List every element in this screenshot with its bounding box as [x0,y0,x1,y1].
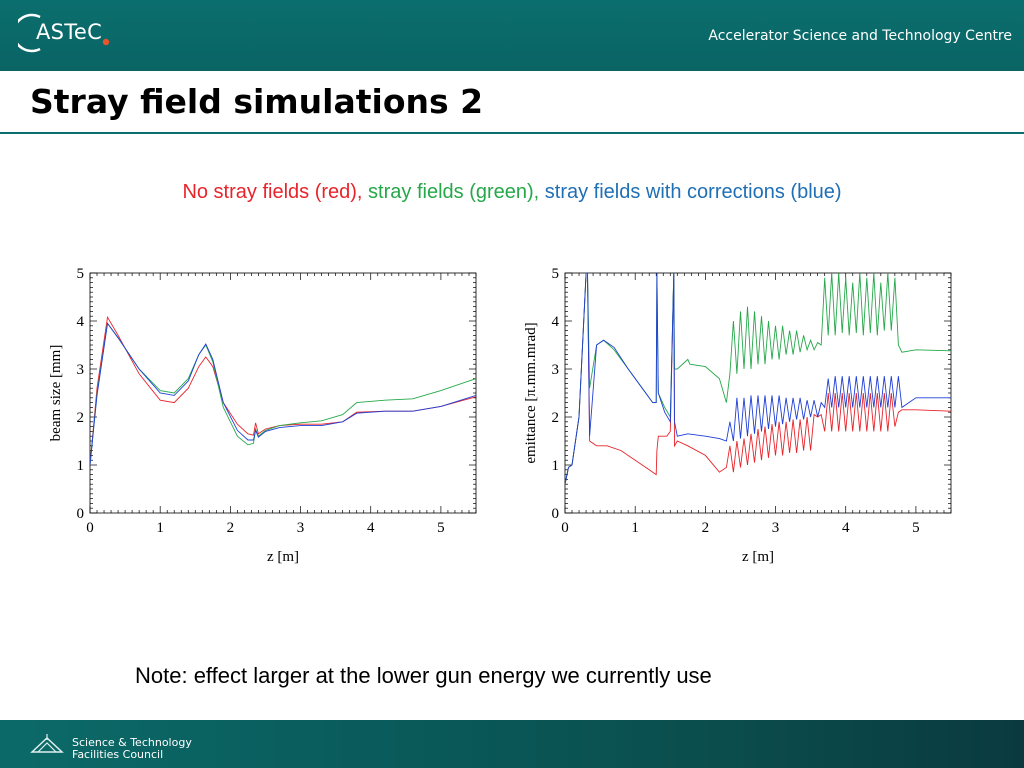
title-divider [0,132,1024,134]
beam-size-chart: 0 1 2 3 4 5 0 1 2 3 4 5 z [m] beam size [mm] [48,266,477,565]
centre-name: Accelerator Science and Technology Centr… [708,28,1012,44]
y-tick-label: 3 [552,362,560,378]
series-line-1 [90,322,476,466]
y-axis-label: beam size [mm] [48,345,64,442]
y-tick-label: 2 [552,410,560,426]
x-tick-label: 0 [561,520,569,536]
x-tick-label: 5 [912,520,920,536]
series-line-0 [565,273,951,485]
y-tick-label: 5 [77,266,85,282]
footer-line-2: Facilities Council [72,748,164,761]
x-tick-label: 1 [631,520,639,536]
x-tick-label: 3 [297,520,305,536]
x-tick-label: 2 [702,520,710,536]
y-axis-label: emittance [π.mm.mrad] [523,322,539,463]
subtitle-red-text: No stray fields (red), [182,181,369,203]
x-tick-label: 0 [86,520,94,536]
subtitle-green-text: stray fields (green), [368,181,545,203]
footer-text: Science & Technology Facilities Council [72,737,192,761]
y-tick-label: 4 [77,314,85,330]
footer-line-1: Science & Technology [72,736,192,749]
astec-logo [18,13,110,53]
series-line-0 [90,315,476,466]
y-tick-label: 1 [77,458,85,474]
y-tick-label: 5 [552,266,560,282]
x-tick-label: 4 [842,520,850,536]
series-line-2 [565,273,951,485]
y-tick-label: 2 [77,410,85,426]
series-line-2 [90,322,476,466]
series-line-1 [565,273,951,485]
y-tick-label: 1 [552,458,560,474]
y-tick-label: 0 [552,506,560,522]
x-axis-label: z [m] [267,549,299,565]
plot-frame [89,272,477,514]
y-tick-label: 4 [552,314,560,330]
legend-subtitle: No stray fields (red), stray fields (gre… [0,181,1024,204]
y-tick-label: 0 [77,506,85,522]
x-tick-label: 4 [367,520,375,536]
x-tick-label: 3 [772,520,780,536]
x-tick-label: 2 [227,520,235,536]
x-axis-label: z [m] [742,549,774,565]
stfc-logo [30,734,64,753]
note-text: Note: effect larger at the lower gun ene… [135,663,712,688]
x-tick-label: 5 [437,520,445,536]
emittance-chart: 0 1 2 3 4 5 0 1 2 3 4 5 z [m] emittance [π.mm.mrad] [523,266,952,565]
footer-bar: Science & Technology Facilities Council [0,720,1024,768]
y-tick-label: 3 [77,362,85,378]
subtitle-blue-text: stray fields with corrections (blue) [544,181,842,203]
header-bar: ASTeC Accelerator Science and Technology… [0,0,1024,71]
page-title: Stray field simulations 2 [30,82,484,121]
x-tick-label: 1 [156,520,164,536]
logo-text: ASTeC [36,20,103,44]
